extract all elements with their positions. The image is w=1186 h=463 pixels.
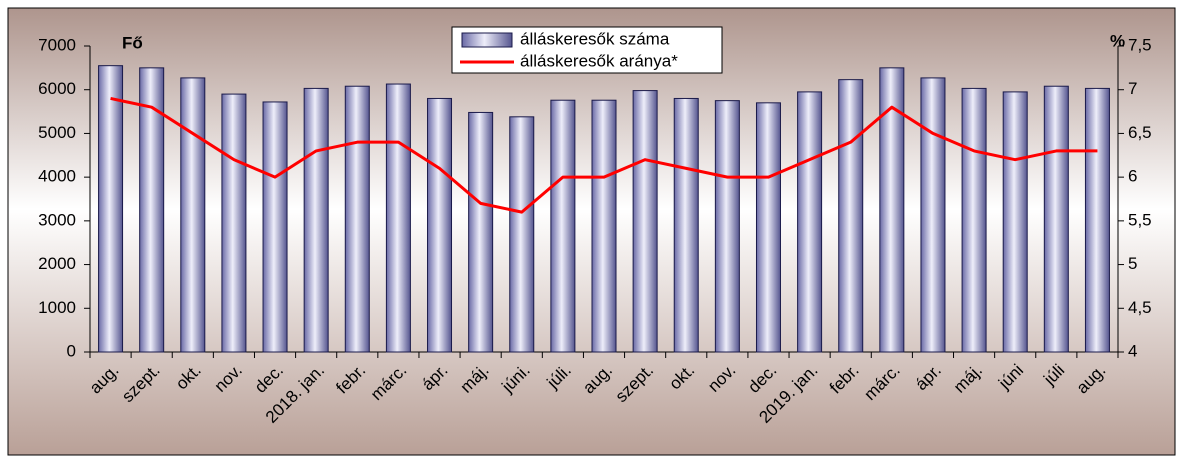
- bar: [1002, 91, 1028, 353]
- bar: [468, 111, 494, 353]
- bar: [797, 91, 823, 353]
- bar: [550, 99, 576, 353]
- bar: [673, 97, 699, 353]
- y2-tick-label: 7: [1128, 79, 1137, 98]
- y2-tick-label: 4,5: [1128, 298, 1152, 317]
- y-tick-label: 3000: [38, 210, 76, 229]
- y2-tick-label: 6,5: [1128, 123, 1152, 142]
- bar: [838, 79, 864, 353]
- bar: [262, 101, 288, 353]
- y-tick-label: 7000: [38, 35, 76, 54]
- bar: [920, 77, 946, 353]
- bar: [879, 67, 905, 353]
- y-tick-label: 0: [67, 341, 76, 360]
- bar: [509, 116, 535, 353]
- y2-tick-label: 7,5: [1128, 35, 1152, 54]
- line: [110, 96, 1098, 214]
- bar: [1043, 85, 1069, 353]
- bar: [139, 67, 165, 353]
- y-tick-label: 1000: [38, 298, 76, 317]
- bar: [1084, 87, 1110, 353]
- y-tick-label: 5000: [38, 123, 76, 142]
- legend-label: álláskeresők száma: [520, 29, 670, 48]
- bar: [303, 87, 329, 353]
- y2-tick-label: 5,5: [1128, 210, 1152, 229]
- bar: [385, 83, 411, 353]
- bar: [98, 65, 124, 353]
- bar: [632, 90, 658, 353]
- bar: [961, 87, 987, 353]
- legend-label: álláskeresők aránya*: [520, 51, 678, 70]
- y2-tick-label: 6: [1128, 167, 1137, 186]
- legend-swatch: [461, 32, 513, 48]
- y-axis-label: Fő: [122, 33, 143, 52]
- y2-tick-label: 4: [1128, 341, 1137, 360]
- bar: [221, 93, 247, 353]
- y2-tick-label: 5: [1128, 254, 1137, 273]
- bar: [714, 100, 740, 353]
- bar: [755, 102, 781, 353]
- bar: [591, 99, 617, 353]
- bar: [180, 77, 206, 353]
- bar: [427, 97, 453, 353]
- bar: [344, 85, 370, 353]
- y-tick-label: 6000: [38, 79, 76, 98]
- y-tick-label: 2000: [38, 254, 76, 273]
- y-tick-label: 4000: [38, 167, 76, 186]
